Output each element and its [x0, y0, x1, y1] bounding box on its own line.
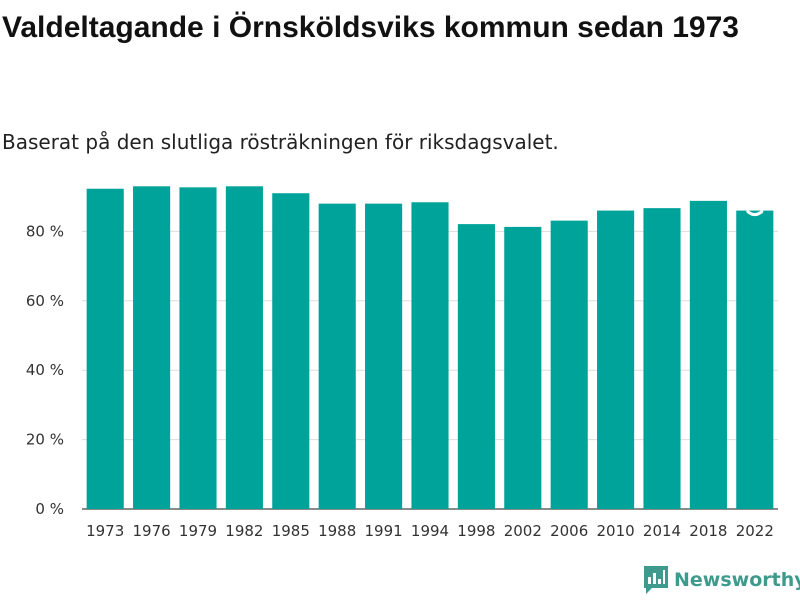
- x-tick-label: 2006: [550, 522, 588, 540]
- x-tick-label: 1998: [457, 522, 495, 540]
- x-tick-label: 2010: [597, 522, 635, 540]
- preliminary-marker: [746, 210, 764, 217]
- y-tick-label: 40 %: [26, 361, 64, 379]
- x-tick-label: 2018: [689, 522, 727, 540]
- x-tick-label: 1982: [225, 522, 263, 540]
- x-tick-label: 2022: [736, 522, 774, 540]
- bar-1976: [133, 186, 171, 510]
- y-axis-ticks: 0 % 20 % 40 % 60 % 80 %: [26, 222, 64, 518]
- x-tick-label: 1991: [365, 522, 403, 540]
- bar-2002: [504, 226, 542, 509]
- bar-1973: [86, 188, 124, 509]
- newsworthy-logo-icon: [644, 566, 668, 594]
- brand-name: Newsworthy: [674, 569, 800, 591]
- bar-1982: [225, 186, 263, 510]
- y-tick-label: 0 %: [35, 500, 64, 518]
- bar-2022: [736, 210, 774, 509]
- bar-2010: [597, 210, 635, 509]
- y-tick-label: 80 %: [26, 222, 64, 240]
- chart-title: Valdeltagande i Örnsköldsviks kommun sed…: [2, 11, 739, 44]
- x-tick-label: 1994: [411, 522, 449, 540]
- bar-1998: [457, 224, 495, 509]
- x-axis-ticks: 1973 1976 1979 1982 1985 1988 1991 1994 1998 2002…: [86, 522, 774, 540]
- bar-1994: [411, 202, 449, 509]
- brand-logo: Newsworthy: [644, 566, 800, 594]
- bars: [86, 186, 774, 510]
- x-tick-label: 1979: [179, 522, 217, 540]
- x-tick-label: 1985: [272, 522, 310, 540]
- bar-2014: [643, 208, 681, 509]
- x-tick-label: 2002: [504, 522, 542, 540]
- y-tick-label: 20 %: [26, 431, 64, 449]
- x-tick-label: 1988: [318, 522, 356, 540]
- chart-subtitle: Baserat på den slutliga rösträkningen fö…: [2, 130, 559, 154]
- bar-1988: [318, 203, 356, 509]
- x-tick-label: 2014: [643, 522, 681, 540]
- bar-2018: [689, 200, 727, 509]
- y-tick-label: 60 %: [26, 292, 64, 310]
- bar-1985: [272, 193, 310, 510]
- bar-1979: [179, 187, 217, 509]
- bar-2006: [550, 220, 588, 509]
- x-tick-label: 1973: [86, 522, 124, 540]
- x-tick-label: 1976: [133, 522, 171, 540]
- bar-1991: [365, 203, 403, 509]
